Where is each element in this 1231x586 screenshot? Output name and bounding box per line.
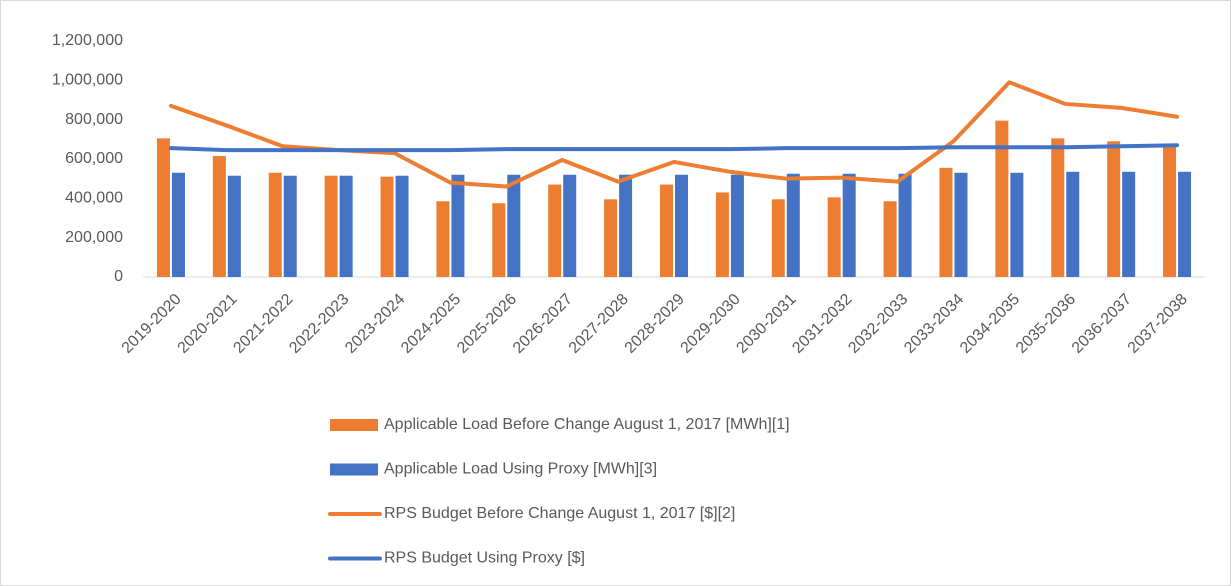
- bar: [268, 172, 282, 277]
- y-tick-label: 1,000,000: [52, 72, 123, 89]
- bar: [395, 175, 409, 277]
- bar: [507, 174, 521, 277]
- line: [168, 143, 1180, 153]
- y-tick-label: 1,200,000: [52, 32, 123, 49]
- bar: [283, 175, 297, 277]
- bar: [339, 175, 353, 277]
- bar: [1107, 141, 1121, 277]
- bar: [771, 199, 785, 277]
- legend-label: RPS Budget Using Proxy [$]: [384, 550, 585, 567]
- bar: [827, 197, 841, 277]
- bar: [939, 167, 953, 277]
- bar: [675, 174, 688, 277]
- y-tick-label: 0: [114, 268, 123, 285]
- y-tick-label: 400,000: [65, 190, 123, 207]
- y-tick-label: 800,000: [65, 111, 123, 128]
- bar: [1122, 171, 1136, 277]
- y-tick-label: 600,000: [65, 150, 123, 167]
- bar: [324, 175, 338, 277]
- bar: [492, 203, 506, 277]
- bar: [842, 173, 856, 277]
- bar: [1010, 172, 1024, 277]
- bar: [1178, 171, 1192, 277]
- bar: [563, 174, 577, 277]
- bar: [227, 175, 241, 277]
- bar: [212, 156, 226, 277]
- bar: [1066, 171, 1080, 277]
- bar: [1163, 147, 1177, 277]
- bar: [156, 138, 170, 277]
- legend-label: Applicable Load Before Change August 1, …: [384, 416, 790, 433]
- bar: [954, 172, 968, 277]
- bar: [380, 176, 394, 277]
- legend-label: RPS Budget Before Change August 1, 2017 …: [384, 505, 735, 522]
- bar: [786, 173, 800, 277]
- bar: [730, 174, 744, 277]
- bar: [436, 201, 450, 277]
- legend-swatch: [330, 419, 378, 431]
- bar: [619, 174, 633, 277]
- bar: [898, 173, 912, 277]
- bar: [451, 174, 465, 277]
- bar: [604, 199, 618, 277]
- bar: [883, 201, 897, 277]
- bar: [171, 172, 185, 277]
- bar: [715, 192, 729, 277]
- bar: [995, 120, 1009, 278]
- bar: [660, 184, 673, 277]
- legend-label: Applicable Load Using Proxy [MWh][3]: [384, 461, 657, 478]
- bar: [1051, 138, 1065, 277]
- bar: [548, 184, 562, 277]
- legend-swatch: [330, 463, 378, 476]
- y-tick-label: 200,000: [65, 229, 123, 246]
